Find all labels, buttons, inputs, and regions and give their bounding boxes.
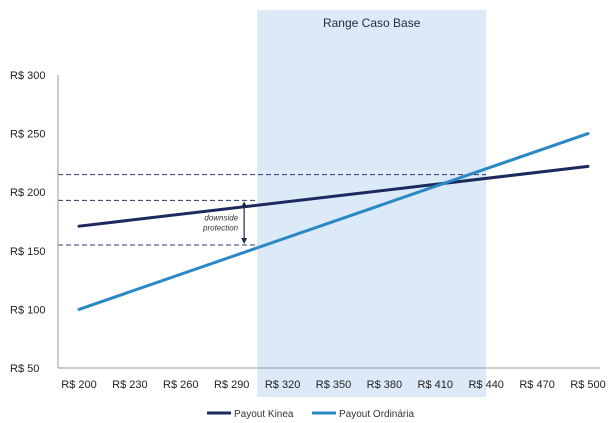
y-tick-label: R$ 150 (10, 246, 45, 258)
x-tick-label: R$ 200 (61, 379, 96, 391)
y-tick-label: R$ 300 (10, 70, 45, 82)
x-tick-label: R$ 500 (570, 379, 605, 391)
x-tick-label: R$ 230 (112, 379, 147, 391)
x-tick-label: R$ 470 (519, 379, 554, 391)
y-tick-label: R$ 100 (10, 304, 45, 316)
x-tick-label: R$ 440 (468, 379, 503, 391)
y-tick-label: R$ 50 (10, 363, 39, 375)
reference-lines (58, 174, 487, 246)
downside-protection-label-line2: protection (202, 224, 239, 233)
legend-label-1: Payout Kinea (234, 409, 294, 420)
x-tick-label: R$ 350 (316, 379, 351, 391)
x-tick-label: R$ 380 (367, 379, 402, 391)
y-tick-label: R$ 250 (10, 129, 45, 141)
x-tick-label: R$ 290 (214, 379, 249, 391)
downside-protection-annotation: downside protection (202, 201, 248, 244)
legend: Payout Kinea Payout Ordinária (207, 409, 414, 420)
downside-protection-label-line1: downside (204, 214, 238, 223)
y-tick-label: R$ 200 (10, 187, 45, 199)
y-tick-labels: R$ 50 R$ 100 R$ 150 R$ 200 R$ 250 R$ 300 (10, 70, 45, 375)
x-tick-label: R$ 260 (163, 379, 198, 391)
series-lines (77, 132, 590, 311)
x-tick-labels: R$ 200 R$ 230 R$ 260 R$ 290 R$ 320 R$ 350 R$ 3… (61, 379, 605, 391)
x-tick-label: R$ 410 (418, 379, 453, 391)
series-line-2 (77, 132, 590, 311)
base-case-range-band (257, 10, 487, 397)
series-line-1 (77, 164, 590, 228)
x-tick-label: R$ 320 (265, 379, 300, 391)
legend-label-2: Payout Ordinária (339, 409, 414, 420)
base-case-range-label: Range Caso Base (323, 16, 421, 30)
